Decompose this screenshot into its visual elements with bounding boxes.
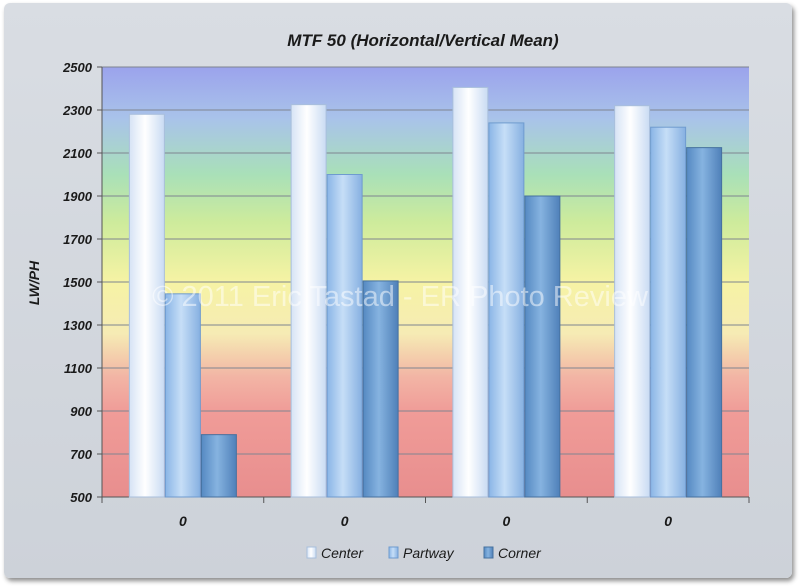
x-tick-label: 0 <box>502 513 510 529</box>
watermark: © 2011 Eric Tastad - ER Photo Review <box>152 281 649 313</box>
legend-label-corner: Corner <box>498 545 542 561</box>
bar-center <box>290 104 327 498</box>
legend-swatch-partway <box>388 546 399 559</box>
x-tick-label: 0 <box>664 513 672 529</box>
y-tick-label: 1700 <box>63 232 93 247</box>
bar-center <box>452 86 489 498</box>
y-tick-label: 1100 <box>64 361 93 376</box>
y-tick-label: 900 <box>70 404 92 419</box>
y-tick-label: 2500 <box>62 60 93 75</box>
bar-corner <box>686 147 723 498</box>
x-tick-label: 0 <box>179 513 187 529</box>
bar-partway <box>326 174 363 498</box>
legend: Center Partway Corner <box>306 545 542 561</box>
bar-center <box>614 105 651 498</box>
y-tick-label: 1500 <box>63 275 93 290</box>
y-tick-label: 700 <box>70 447 92 462</box>
legend-label-partway: Partway <box>403 545 455 561</box>
bar-corner <box>524 195 561 498</box>
legend-swatch-center <box>306 546 317 559</box>
bar-corner <box>200 434 237 498</box>
y-axis-label: LW/PH <box>26 260 42 305</box>
bar-center <box>128 113 165 498</box>
bar-partway <box>650 126 687 498</box>
y-tick-labels: 500 700 900 1100 1300 1500 1700 1900 2100 2300 250… <box>62 60 93 505</box>
x-tick-labels: 0 0 0 0 <box>101 497 750 529</box>
y-tick-label: 2100 <box>62 146 93 161</box>
bar-corner <box>362 280 399 498</box>
y-tick-label: 2300 <box>62 103 93 118</box>
y-tick-label: 1300 <box>63 318 93 333</box>
bar-partway <box>164 293 201 498</box>
legend-swatch-corner <box>483 546 494 559</box>
y-tick-label: 500 <box>70 490 92 505</box>
y-tick-label: 1900 <box>63 189 93 204</box>
chart-title: MTF 50 (Horizontal/Vertical Mean) <box>287 31 559 50</box>
legend-label-center: Center <box>321 545 364 561</box>
bars <box>128 86 723 498</box>
x-tick-label: 0 <box>341 513 349 529</box>
bar-partway <box>488 122 525 498</box>
